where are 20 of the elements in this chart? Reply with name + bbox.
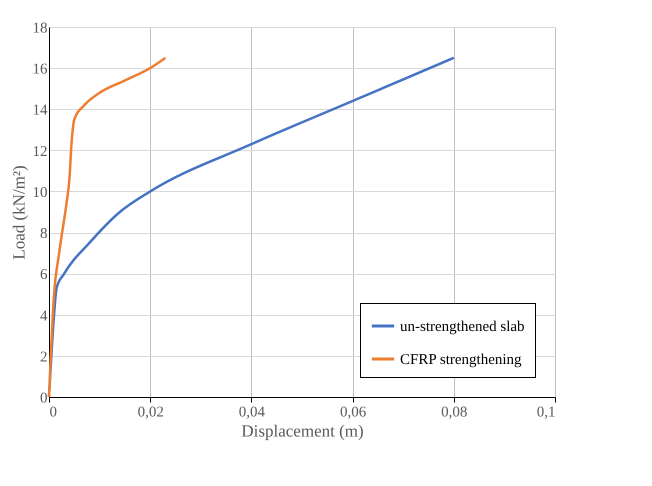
y-tick-label: 4 <box>40 308 48 324</box>
x-tick-label: 0,02 <box>138 404 164 420</box>
y-tick-label: 10 <box>32 184 48 201</box>
x-tick-label: 0,06 <box>340 404 367 420</box>
y-tick-label: 16 <box>32 62 48 78</box>
legend-label: un-strengthened slab <box>400 319 525 335</box>
x-tick-label: 0,1 <box>536 404 556 420</box>
line-series <box>48 56 167 398</box>
y-tick-label: 2 <box>40 349 48 366</box>
y-tick-label: 8 <box>40 226 48 242</box>
legend-label: CFRP strengthening <box>400 352 522 368</box>
y-tick-label: 6 <box>40 267 48 284</box>
x-axis-title: Displacement (m) <box>241 422 364 440</box>
y-tick-label: 18 <box>32 20 48 36</box>
y-tick-label: 14 <box>32 102 48 119</box>
y-axis-title: Load (kN/m²) <box>10 165 28 260</box>
x-tick-label: 0,04 <box>238 404 266 420</box>
x-tick-label: 0,08 <box>441 404 468 420</box>
y-tick-label: 12 <box>32 144 48 160</box>
y-tick-label: 0 <box>40 390 48 406</box>
